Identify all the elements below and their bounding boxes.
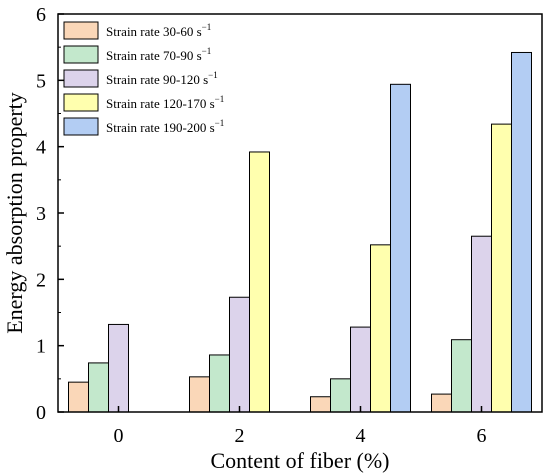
legend-label-series-4: Strain rate 120-170 s−1 xyxy=(106,94,224,111)
bar-4-series-4 xyxy=(370,244,391,413)
bar-0-series-3 xyxy=(108,323,129,413)
legend-label-series-1: Strain rate 30-60 s−1 xyxy=(106,22,211,39)
bar-4-series-5 xyxy=(390,83,411,413)
bar-2-series-2 xyxy=(209,354,230,413)
x-tick-label: 6 xyxy=(477,425,487,447)
legend-swatch-series-2 xyxy=(63,45,99,64)
bar-6-series-3 xyxy=(471,235,492,413)
legend-swatch-series-3 xyxy=(63,69,99,88)
bars-group xyxy=(68,51,532,413)
y-tick-label: 6 xyxy=(36,4,46,26)
x-tick-label: 4 xyxy=(356,425,366,447)
y-tick-label: 3 xyxy=(36,203,46,225)
bar-0-series-2 xyxy=(88,362,109,413)
y-tick-label: 1 xyxy=(36,336,46,358)
y-tick-label: 0 xyxy=(36,402,46,424)
bar-0-series-1 xyxy=(68,381,89,413)
y-tick-label: 2 xyxy=(36,269,46,291)
bar-2-series-3 xyxy=(229,296,250,413)
bar-2-series-1 xyxy=(189,376,210,413)
legend-label-series-5: Strain rate 190-200 s−1 xyxy=(106,118,224,135)
legend-label-series-2: Strain rate 70-90 s−1 xyxy=(106,46,211,63)
legend-swatch-series-4 xyxy=(63,93,99,112)
bar-4-series-1 xyxy=(310,396,331,413)
bar-6-series-5 xyxy=(511,51,532,413)
legend-swatch-series-5 xyxy=(63,117,99,136)
bar-4-series-3 xyxy=(350,326,371,413)
bar-6-series-4 xyxy=(491,123,512,413)
y-tick-label: 5 xyxy=(36,70,46,92)
legend: Strain rate 30-60 s−1 Strain rate 70-90 s… xyxy=(63,21,224,136)
x-axis-title: Content of fiber (%) xyxy=(211,448,390,473)
x-tick-label: 2 xyxy=(235,425,245,447)
x-axis-ticks: 0 2 4 6 xyxy=(114,406,487,447)
y-axis-ticks: 0 1 2 3 4 5 6 xyxy=(36,4,64,424)
bar-6-series-1 xyxy=(431,393,452,413)
bar-4-series-2 xyxy=(330,378,351,413)
y-axis-title: Energy absorption property xyxy=(2,92,27,334)
x-tick-label: 0 xyxy=(114,425,124,447)
bar-6-series-2 xyxy=(451,339,472,413)
legend-label-series-3: Strain rate 90-120 s−1 xyxy=(106,70,218,87)
bar-2-series-4 xyxy=(249,151,270,413)
y-tick-label: 4 xyxy=(36,137,46,159)
legend-swatch-series-1 xyxy=(63,21,99,40)
